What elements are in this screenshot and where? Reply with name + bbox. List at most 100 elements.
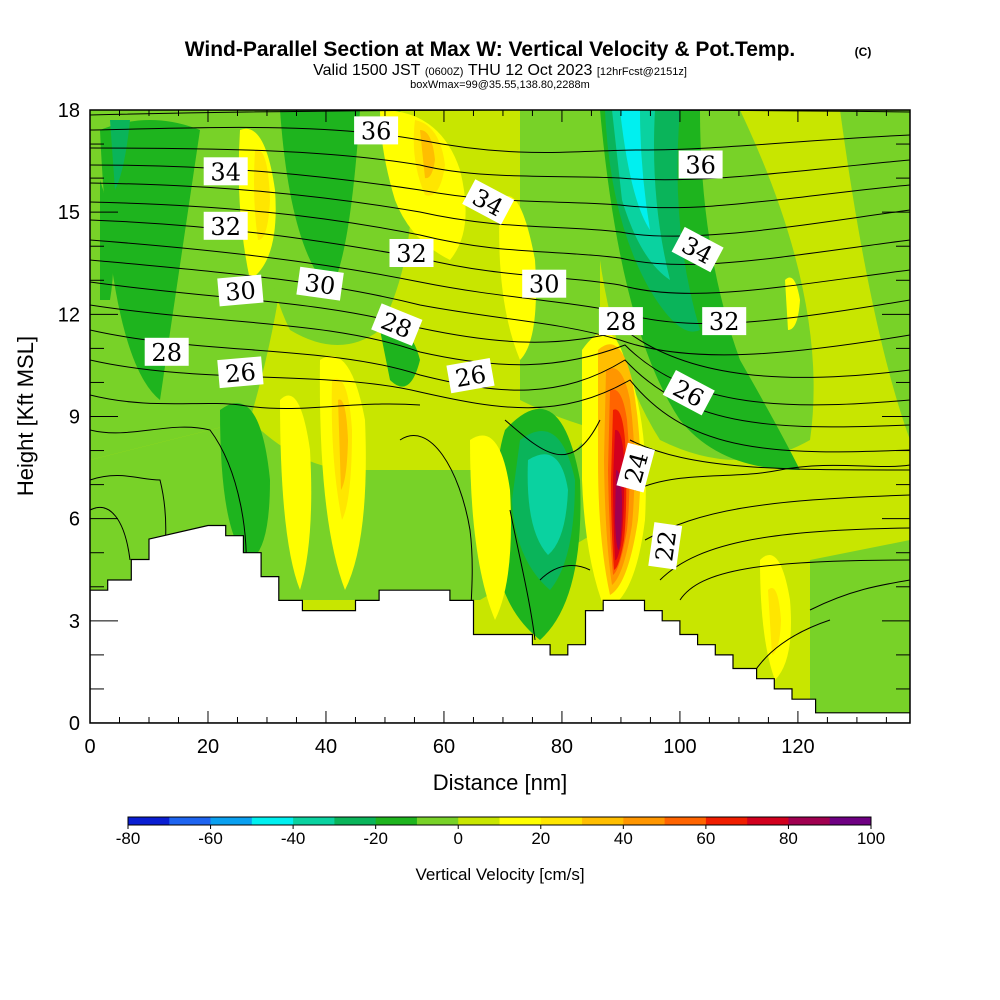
colorbar-tick-label: 60 [696,829,715,848]
colorbar-tick-label: 100 [857,829,885,848]
contour-label-text: 28 [606,308,637,336]
subtitle-fcst: [12hrFcst@2151z] [597,66,687,78]
contour-label-text: 30 [529,271,560,299]
strong-downdraft [100,180,114,300]
contour-label-box [598,307,643,336]
colorbar-swatch [128,817,170,825]
chart-subtitle: Valid 1500 JST (0600Z) THU 12 Oct 2023 [… [313,62,687,79]
updraft-strong [338,399,348,490]
colorbar-tick-label: -20 [363,829,388,848]
contour-label: 30 [296,266,344,301]
contour-label-text: 22 [650,529,682,563]
contour-label-text: 34 [210,158,241,186]
contour-label-box [678,150,723,179]
contour-label-text: 26 [453,360,488,393]
x-tick-label: 40 [315,736,337,758]
strong-downdraft [100,120,200,400]
subtitle-valid: Valid 1500 JST [313,62,421,79]
colorbar-tick-label: 80 [779,829,798,848]
contour-label-text: 30 [224,276,257,307]
subtitle-date: THU 12 Oct 2023 [468,62,593,79]
colorbar-tick-label: 0 [453,829,462,848]
colorbar: -80 -60 -40 -20 0 20 40 60 80 100 [116,816,885,848]
contour-label: 32 [702,307,747,336]
colorbar-swatch [169,817,211,825]
colorbar-swatch [747,817,789,825]
contour-label: 26 [217,356,264,389]
colorbar-tick-label: 20 [531,829,550,848]
terrain [90,524,910,723]
contour-label-text: 28 [151,339,182,367]
contour-label-box [144,337,189,366]
downdraft-max [527,454,568,555]
contour-label-box [648,522,683,570]
updraft-peak [615,470,622,550]
x-axis: 0 20 40 60 80 100 120 [84,110,887,758]
colorbar-label: Vertical Velocity [cm/s] [415,865,584,884]
contour-label: 32 [203,211,248,241]
updraft-band [470,435,511,620]
strong-downdraft [220,403,270,560]
contour-label: 30 [217,274,264,307]
contour-label: 28 [144,337,189,367]
contour-label-box [371,303,423,346]
colorbar-swatch [705,817,748,825]
contour-label-text: 36 [685,152,716,180]
chart-title: Wind-Parallel Section at Max W: Vertical… [185,38,796,61]
y-tick-label: 15 [58,202,80,224]
contour-label: 32 [389,239,434,268]
contour-label-box [446,357,495,394]
x-tick-label: 0 [84,736,95,758]
title-mark: (C) [855,45,872,59]
y-tick-label: 18 [58,100,80,122]
y-tick-label: 9 [69,407,80,429]
colorbar-swatch [664,817,707,825]
contour-label-text: 32 [709,308,740,336]
colorbar-tick-label: 40 [614,829,633,848]
x-tick-label: 120 [781,736,814,758]
subtitle-utc: (0600Z) [425,66,464,78]
contour-label: 28 [371,303,423,346]
chart-subtitle-2: boxWmax=99@35.55,138.80,2288m [410,79,590,91]
green-band [810,540,910,723]
colorbar-swatch [375,817,418,825]
colorbar-swatch [251,817,294,825]
contour-label-box [203,211,248,240]
x-tick-label: 20 [197,736,219,758]
colorbar-frame [127,816,872,826]
y-tick-label: 0 [69,713,80,735]
colorbar-swatch [499,817,542,825]
contour-label-box [522,269,567,298]
contour-label-box [462,179,515,225]
colorbar-swatch [458,817,500,825]
contour-label-text: 36 [361,117,392,145]
updraft-band [280,395,312,590]
contour-label-box [702,307,747,336]
contour-label-text: 32 [210,213,241,241]
contour-label: 34 [203,157,248,186]
y-tick-label: 6 [69,509,80,531]
contour-label-box [217,356,264,389]
colorbar-tick-label: -40 [281,829,306,848]
colorbar-swatch [210,817,253,825]
contour-label-box [616,442,655,493]
contour-label: 36 [354,116,399,145]
x-tick-label: 80 [551,736,573,758]
contour-label: 22 [648,522,683,570]
x-axis-label: Distance [nm] [433,770,568,795]
contour-label-box [389,239,434,267]
colorbar-swatch [416,817,459,825]
contour-label-box [662,370,715,416]
contour-label-text: 32 [396,240,427,268]
colorbar-swatch [788,817,831,825]
colorbar-swatch [582,817,624,825]
y-tick-label: 3 [69,611,80,633]
contour-label: 28 [598,307,643,336]
contour-label-box [671,226,724,273]
contour-label-text: 26 [224,358,257,389]
colorbar-swatch [334,817,377,825]
